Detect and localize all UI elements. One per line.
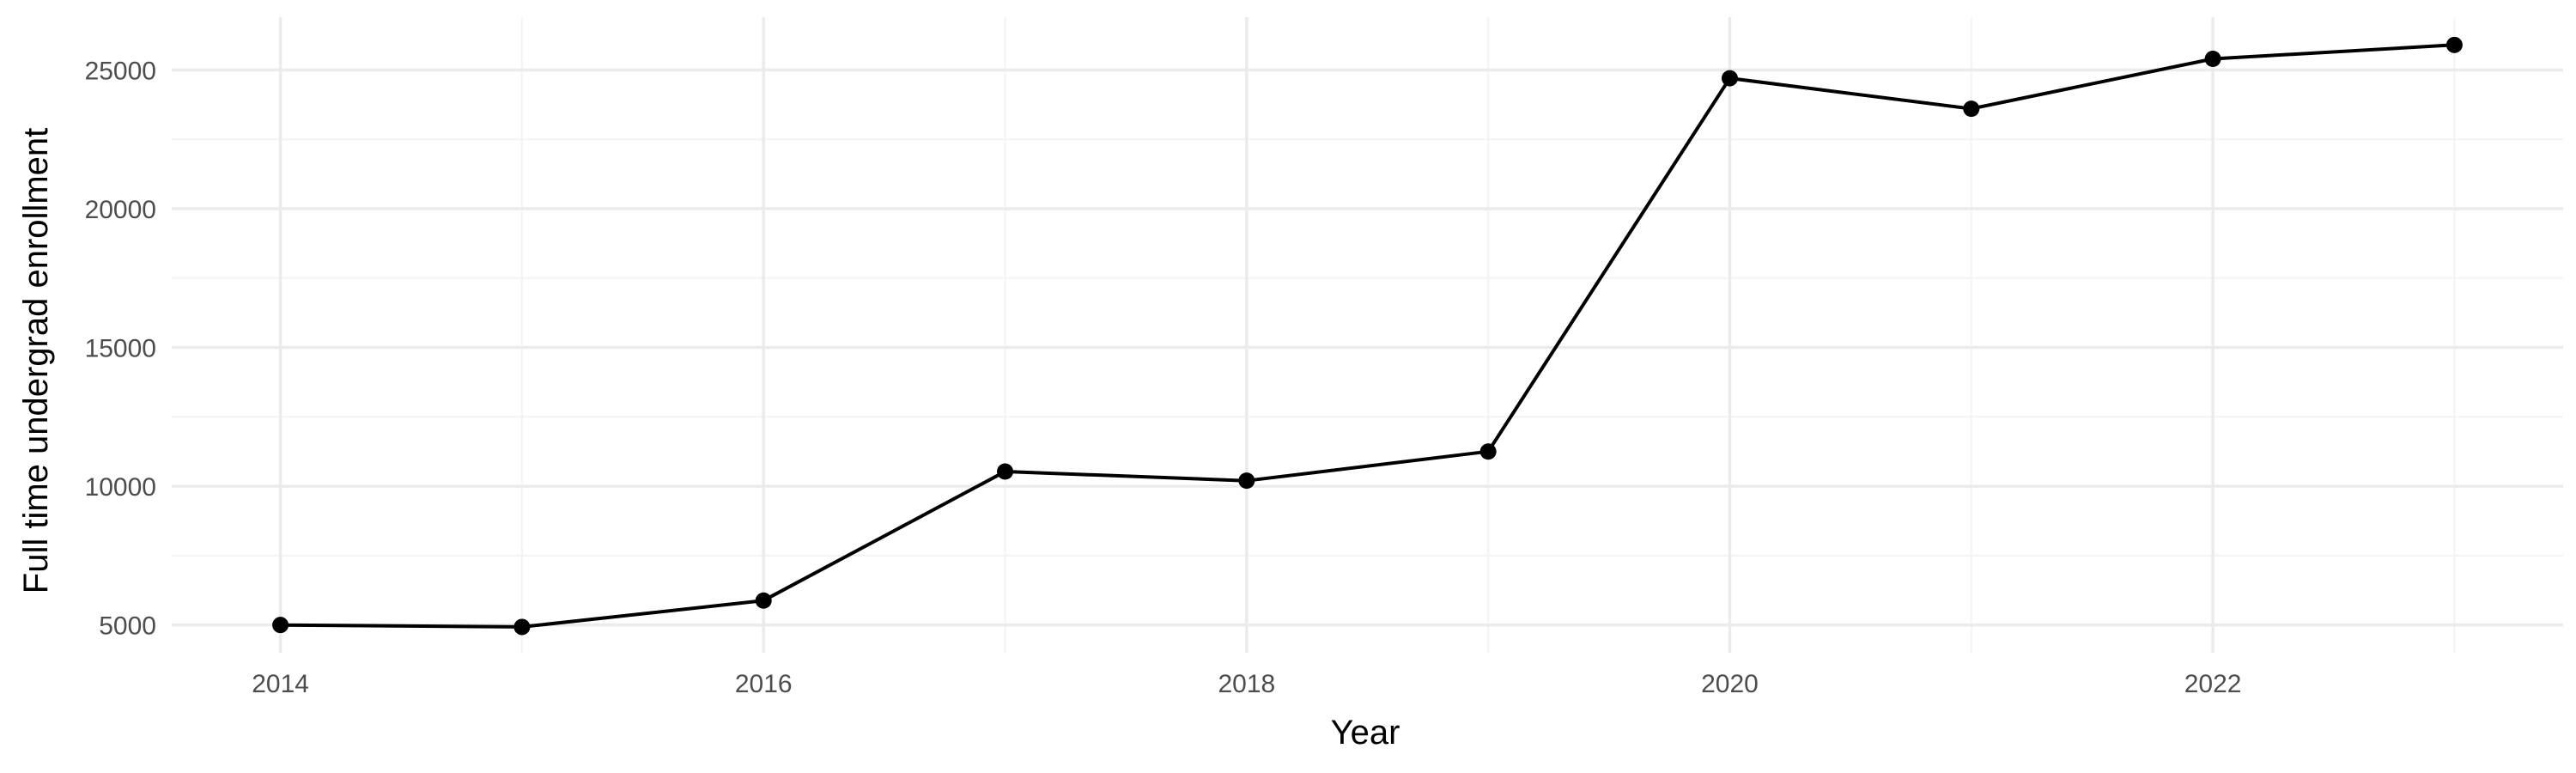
x-tick-label: 2020: [1701, 670, 1759, 698]
y-tick-label: 5000: [99, 612, 156, 641]
major-gridlines: [172, 17, 2563, 653]
y-tick-label: 25000: [85, 57, 156, 85]
data-point: [513, 618, 531, 636]
data-point: [1963, 100, 1980, 118]
data-point: [1721, 70, 1738, 87]
y-axis-title: Full time undergrad enrollment: [17, 128, 55, 593]
y-tick-label: 10000: [85, 473, 156, 502]
data-point: [1479, 443, 1497, 460]
y-tick-label: 20000: [85, 196, 156, 224]
minor-gridlines: [172, 17, 2563, 653]
x-tick-label: 2016: [735, 670, 793, 698]
data-point: [2204, 50, 2221, 67]
data-point: [2445, 36, 2463, 53]
data-point: [997, 463, 1014, 480]
data-point: [755, 592, 772, 609]
data-point: [1238, 472, 1255, 490]
y-tick-label: 15000: [85, 335, 156, 363]
x-axis-title: Year: [1331, 714, 1400, 752]
tick-labels: 2014 2016 2018 2020 2022 5000 10000 15000 20000 2…: [85, 57, 2242, 698]
x-tick-label: 2018: [1218, 670, 1275, 698]
x-tick-label: 2022: [2184, 670, 2242, 698]
series-layer: [272, 36, 2463, 636]
series-line: [278, 43, 2457, 629]
x-tick-label: 2014: [252, 670, 309, 698]
data-point: [272, 617, 289, 634]
